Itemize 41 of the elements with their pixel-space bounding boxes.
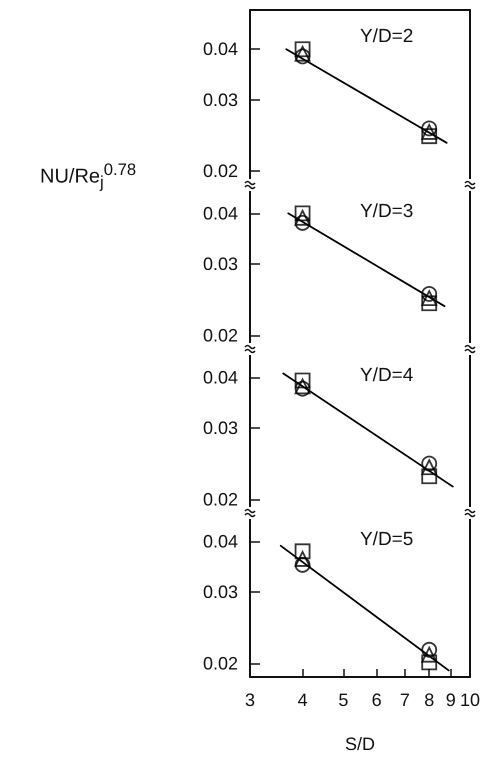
x-tick-label: 5 <box>338 690 348 710</box>
x-axis-title: S/D <box>344 734 376 754</box>
point <box>421 120 438 136</box>
y-tick-label: 0.04 <box>202 203 238 224</box>
text: Y/D=4 <box>360 364 414 386</box>
y-tick-label: 0.03 <box>202 582 238 602</box>
point <box>294 210 310 226</box>
point <box>294 205 310 222</box>
y-tick-label: 0.04 <box>202 39 238 60</box>
point <box>294 214 310 231</box>
x-tick-label: 6 <box>372 690 382 710</box>
y-tick-label: 0.02 <box>202 489 238 510</box>
point <box>294 41 310 58</box>
y-tick-label: 0.04 <box>202 367 238 388</box>
point <box>421 295 438 311</box>
point <box>294 48 310 64</box>
text: Y/D=5 <box>360 528 414 550</box>
y-tick-label: 0.03 <box>202 418 238 438</box>
y-tick-label: 0.03 <box>202 90 238 110</box>
x-tick-label: 10 <box>460 690 480 710</box>
y-tick-label: 0.02 <box>202 161 238 182</box>
y-tick-label: 0.02 <box>202 325 238 346</box>
point <box>421 456 438 472</box>
y-tick-label: 0.02 <box>202 653 238 674</box>
x-tick-label: 4 <box>298 690 308 710</box>
point <box>421 290 438 306</box>
point <box>421 468 438 484</box>
text: Y/D=3 <box>360 200 414 222</box>
x-tick-label: 8 <box>424 690 434 710</box>
point <box>294 46 310 62</box>
point <box>421 128 438 144</box>
x-tick-label: 7 <box>400 690 410 710</box>
point <box>294 372 310 388</box>
y-tick-label: 0.03 <box>202 254 238 274</box>
text: Y/D=2 <box>360 26 414 47</box>
point <box>421 459 438 475</box>
y-tick-label: 0.04 <box>202 531 238 552</box>
point <box>421 124 438 140</box>
point <box>421 286 438 302</box>
x-tick-label: 9 <box>446 690 456 710</box>
x-tick-label: 3 <box>244 690 256 710</box>
